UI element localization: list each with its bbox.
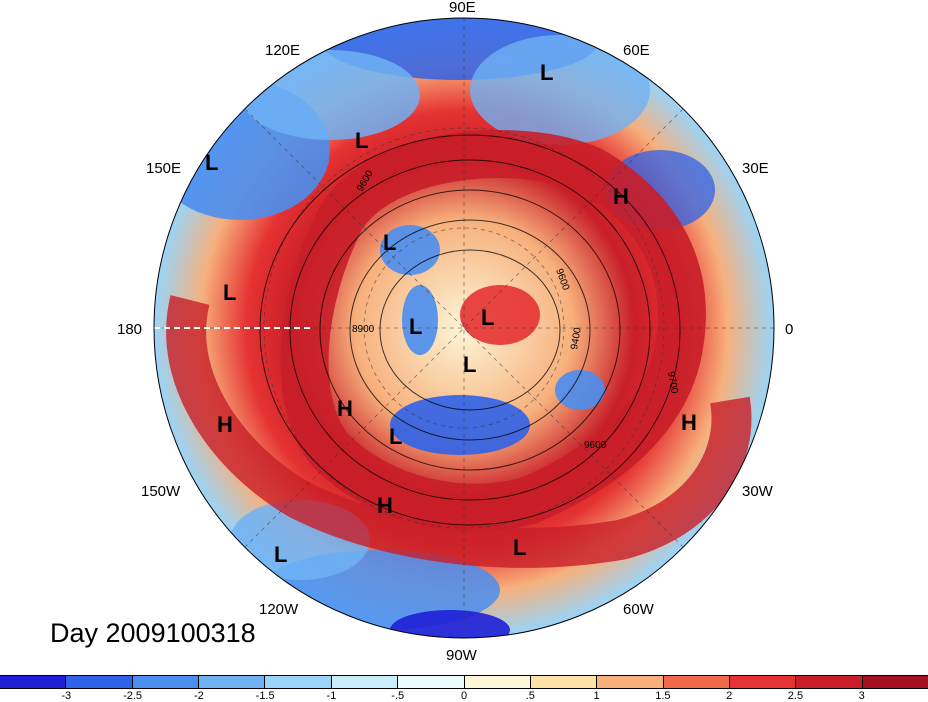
colorbar-swatch xyxy=(597,676,664,688)
lon-label-90e: 90E xyxy=(449,0,476,16)
lon-label-180: 180 xyxy=(117,321,142,338)
colorbar-swatch xyxy=(199,676,266,688)
colorbar-tick-label: -3 xyxy=(61,690,72,702)
high-pressure-marker: H xyxy=(681,410,697,435)
colorbar-swatch xyxy=(663,676,730,688)
low-pressure-marker: L xyxy=(223,280,236,305)
geopotential-contours xyxy=(259,134,681,526)
colorbar-swatch xyxy=(729,676,797,688)
high-pressure-marker: H xyxy=(613,184,629,209)
colorbar-swatch xyxy=(331,676,399,688)
colorbar-tick-label: 1 xyxy=(593,690,600,702)
contour-label: 9600 xyxy=(584,440,607,451)
lon-label-150e: 150E xyxy=(146,160,181,177)
colorbar-tick-label: -2 xyxy=(193,690,204,702)
colorbar-tick-label: 1.5 xyxy=(655,690,671,702)
low-pressure-marker: L xyxy=(383,230,396,255)
colorbar-swatch xyxy=(464,676,531,688)
lon-label-30w: 30W xyxy=(742,483,774,500)
field-shading xyxy=(154,18,774,638)
colorbar-swatch xyxy=(132,676,200,688)
colorbar-tick-label: -1.5 xyxy=(255,690,275,702)
high-pressure-marker: H xyxy=(337,396,353,421)
contour-label: 9700 xyxy=(665,371,680,395)
colorbar-tick-label: 3 xyxy=(858,690,865,702)
lon-label-90w: 90W xyxy=(446,647,478,664)
colorbar-tick-label: 2 xyxy=(726,690,733,702)
low-pressure-marker: L xyxy=(540,60,553,85)
low-pressure-marker: L xyxy=(355,128,368,153)
colorbar-swatch xyxy=(530,676,598,688)
contour-label: 8900 xyxy=(352,324,375,335)
low-pressure-marker: L xyxy=(513,535,526,560)
colorbar-tick-label: -1 xyxy=(326,690,337,702)
colorbar-tick-label: 0 xyxy=(460,690,468,702)
colorbar-tick-label: -.5 xyxy=(391,690,405,702)
lon-label-30e: 30E xyxy=(742,160,769,177)
lon-label-60w: 60W xyxy=(623,601,655,618)
low-pressure-marker: L xyxy=(463,352,476,377)
colorbar-swatch xyxy=(66,676,133,688)
low-pressure-marker: L xyxy=(274,542,287,567)
high-pressure-marker: H xyxy=(217,412,233,437)
day-label: Day 2009100318 xyxy=(50,618,256,648)
low-pressure-marker: L xyxy=(205,150,218,175)
colorbar-swatch xyxy=(0,676,67,688)
colorbar-tick-label: .5 xyxy=(525,690,535,702)
low-pressure-marker: L xyxy=(389,424,402,449)
colorbar-swatch xyxy=(265,676,332,688)
colorbar-tick-label: 2.5 xyxy=(787,690,804,702)
lon-label-150w: 150W xyxy=(141,483,181,500)
colorbar-swatch xyxy=(398,676,465,688)
graticule xyxy=(154,18,774,638)
high-pressure-marker: H xyxy=(377,493,393,518)
lon-label-120w: 120W xyxy=(259,601,299,618)
low-pressure-marker: L xyxy=(409,314,422,339)
colorbar-swatch xyxy=(796,676,863,688)
contour-label: 9400 xyxy=(569,326,584,350)
colorbar-tick-label: -2.5 xyxy=(123,690,143,702)
lon-label-60e: 60E xyxy=(623,42,650,59)
colorbar xyxy=(0,675,928,689)
low-pressure-marker: L xyxy=(481,305,494,330)
lon-label-0: 0 xyxy=(785,321,793,338)
colorbar-swatch xyxy=(862,676,928,688)
globe-outline xyxy=(153,17,775,639)
lon-label-120e: 120E xyxy=(265,42,300,59)
